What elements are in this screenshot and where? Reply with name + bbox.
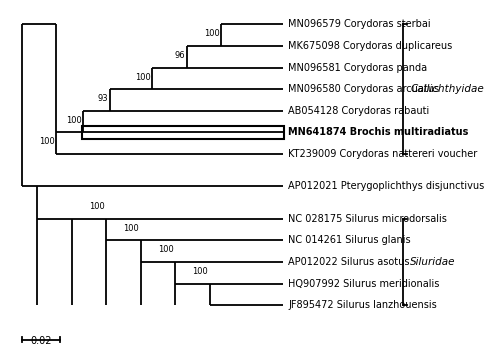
Text: 0.02: 0.02 [30,336,52,346]
Text: 100: 100 [66,116,82,125]
Text: Siluridae: Siluridae [410,257,456,267]
Text: 100: 100 [88,202,104,211]
Text: JF895472 Silurus lanzhouensis: JF895472 Silurus lanzhouensis [288,300,437,310]
Text: AP012022 Silurus asotus: AP012022 Silurus asotus [288,257,410,267]
Text: NC 014261 Silurus glanis: NC 014261 Silurus glanis [288,235,411,245]
Bar [82,126,284,139]
Text: 100: 100 [134,73,150,81]
Text: 93: 93 [98,94,108,103]
Text: 100: 100 [192,267,208,276]
Text: 100: 100 [39,138,54,147]
Text: MN096581 Corydoras panda: MN096581 Corydoras panda [288,63,428,73]
Text: MN096579 Corydoras sterbai: MN096579 Corydoras sterbai [288,20,431,29]
Text: 96: 96 [174,51,185,60]
Text: KT239009 Corydoras nattereri voucher: KT239009 Corydoras nattereri voucher [288,149,478,159]
Text: 100: 100 [204,29,220,38]
Text: MN641874 Brochis multiradiatus: MN641874 Brochis multiradiatus [288,127,469,138]
Text: Callichthyidae: Callichthyidae [410,84,484,94]
Text: MN096580 Corydoras arcuatus: MN096580 Corydoras arcuatus [288,84,440,94]
Text: NC 028175 Silurus microdorsalis: NC 028175 Silurus microdorsalis [288,214,448,224]
Text: AP012021 Pterygoplichthys disjunctivus: AP012021 Pterygoplichthys disjunctivus [288,181,484,191]
Text: AB054128 Corydoras rabauti: AB054128 Corydoras rabauti [288,106,430,116]
Text: HQ907992 Silurus meridionalis: HQ907992 Silurus meridionalis [288,279,440,289]
Text: MK675098 Corydoras duplicareus: MK675098 Corydoras duplicareus [288,41,452,51]
Text: 100: 100 [158,245,174,254]
Text: 100: 100 [123,224,139,233]
